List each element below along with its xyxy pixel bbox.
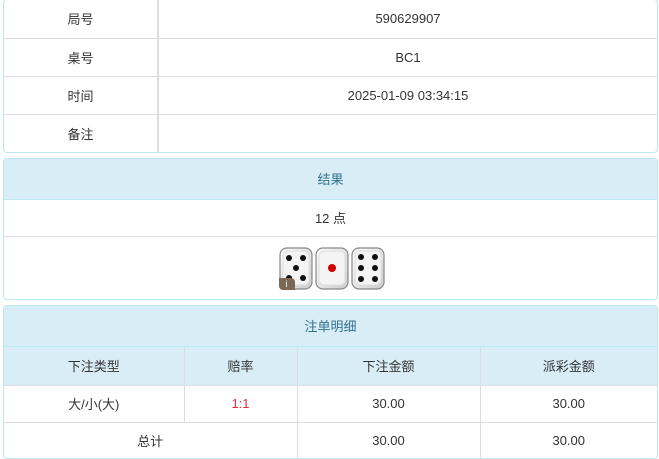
info-label: 时间 — [4, 75, 159, 115]
result-panel: 结果 12 点 i — [3, 158, 658, 300]
info-value: 2025-01-09 03:34:15 — [157, 75, 657, 115]
table-row: 大/小(大) 1:1 30.00 30.00 — [4, 384, 657, 423]
die-pip — [285, 254, 292, 261]
die-pip — [357, 275, 364, 282]
die-pip — [327, 263, 336, 272]
header-bet-type: 下注类型 — [4, 347, 185, 386]
bet-type: 大/小(大) — [4, 384, 185, 423]
info-badge-icon[interactable]: i — [278, 277, 295, 290]
info-row-time: 时间 2025-01-09 03:34:15 — [4, 75, 657, 115]
info-table: 局号 590629907 桌号 BC1 时间 2025-01-09 03:34:15 … — [4, 0, 657, 152]
info-row-remark: 备注 — [4, 113, 657, 152]
bet-header-row: 下注类型 赔率 下注金额 派彩金额 — [4, 347, 657, 386]
info-row-table: 桌号 BC1 — [4, 37, 657, 77]
die-6 — [350, 246, 385, 290]
die-pip — [371, 275, 378, 282]
bet-amount: 30.00 — [296, 384, 481, 423]
info-label: 桌号 — [4, 37, 159, 77]
info-panel: 局号 590629907 桌号 BC1 时间 2025-01-09 03:34:15 … — [3, 0, 658, 153]
bet-table: 下注类型 赔率 下注金额 派彩金额 大/小(大) 1:1 30.00 30.00… — [4, 347, 657, 458]
header-bet-amount: 下注金额 — [296, 347, 481, 386]
bet-odds: 1:1 — [183, 384, 298, 423]
info-label: 备注 — [4, 113, 159, 152]
info-value: BC1 — [157, 37, 657, 77]
total-amount: 30.00 — [296, 421, 481, 458]
total-row: 总计 30.00 30.00 — [4, 421, 657, 458]
die-pip — [371, 253, 378, 260]
result-points: 12 点 — [4, 200, 657, 237]
die-pip — [299, 254, 306, 261]
die-5: i — [278, 246, 313, 290]
result-title: 结果 — [4, 159, 657, 200]
bet-title: 注单明细 — [4, 306, 657, 347]
dice-row: i — [4, 237, 657, 299]
die-pip — [299, 274, 306, 281]
die-pip — [357, 264, 364, 271]
bet-payout: 30.00 — [479, 384, 657, 423]
die-pip — [357, 253, 364, 260]
die-pip — [371, 264, 378, 271]
header-odds: 赔率 — [183, 347, 298, 386]
total-payout: 30.00 — [479, 421, 657, 458]
info-value — [157, 113, 657, 152]
info-row-round: 局号 590629907 — [4, 0, 657, 39]
total-label: 总计 — [4, 421, 298, 458]
die-pip — [292, 264, 299, 271]
die-1 — [314, 246, 349, 290]
info-value: 590629907 — [157, 0, 657, 39]
header-payout: 派彩金额 — [479, 347, 657, 386]
bet-panel: 注单明细 下注类型 赔率 下注金额 派彩金额 大/小(大) 1:1 30.00 … — [3, 305, 658, 459]
info-label: 局号 — [4, 0, 159, 39]
